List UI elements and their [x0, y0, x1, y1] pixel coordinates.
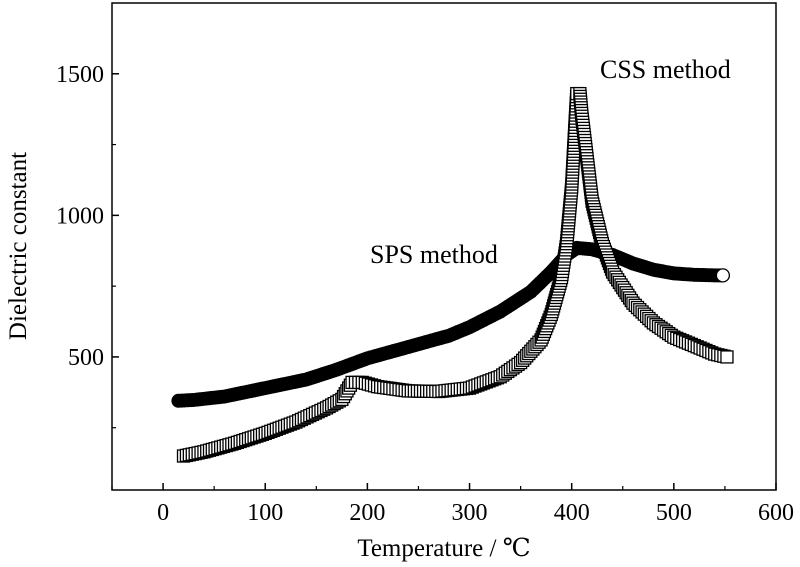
data-point — [720, 350, 734, 364]
series-circle — [171, 240, 731, 408]
x-axis-title: Temperature / ℃ — [357, 535, 530, 562]
x-tick-label: 0 — [157, 500, 169, 526]
data-series — [171, 86, 734, 463]
series-square — [176, 86, 734, 463]
data-point-end — [715, 268, 731, 283]
x-tick-label: 400 — [554, 500, 590, 526]
y-axis-title: Dielectric constant — [5, 152, 32, 340]
x-tick-label: 100 — [247, 500, 283, 526]
x-tick-label: 500 — [656, 500, 692, 526]
x-tick-label: 600 — [758, 500, 794, 526]
axis-ticks: 0 100 200 300 400 500 600 500 1000 1500 — [56, 62, 794, 526]
y-tick-label: 1500 — [56, 62, 104, 88]
x-tick-label: 300 — [452, 500, 488, 526]
y-tick-label: 500 — [68, 345, 104, 371]
annotation-css-method: CSS method — [600, 55, 731, 84]
y-tick-label: 1000 — [56, 203, 104, 229]
annotation-sps-method: SPS method — [370, 240, 498, 269]
plot-frame — [111, 2, 777, 491]
x-tick-label: 200 — [349, 500, 385, 526]
